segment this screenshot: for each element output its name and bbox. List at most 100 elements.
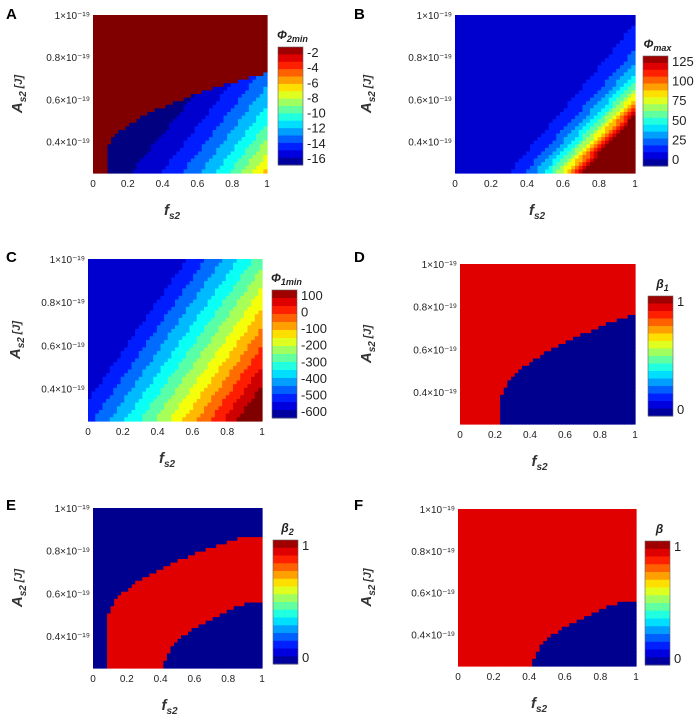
heatmap-cell xyxy=(597,25,602,30)
heatmap-cell xyxy=(511,115,516,120)
heatmap-cell xyxy=(526,47,531,52)
heatmap-cell xyxy=(98,325,104,330)
heatmap-cell xyxy=(473,36,479,41)
heatmap-cell xyxy=(627,32,632,38)
heatmap-cell xyxy=(234,137,239,142)
heatmap-cell xyxy=(526,137,531,142)
heatmap-cell xyxy=(552,147,557,153)
heatmap-cell xyxy=(129,18,134,23)
heatmap-cell xyxy=(165,50,170,56)
heatmap-cell xyxy=(114,32,119,38)
heatmap-cell xyxy=(259,83,264,88)
heatmap-cell xyxy=(473,158,479,163)
heatmap-cell xyxy=(462,18,467,23)
heatmap-cell xyxy=(616,54,621,59)
heatmap-cell xyxy=(627,65,632,70)
heatmap-cell xyxy=(117,365,122,371)
heatmap-cell xyxy=(605,104,610,109)
heatmap-cell xyxy=(120,402,125,407)
heatmap-cell xyxy=(209,133,214,138)
heatmap-cell xyxy=(183,76,188,81)
heatmap-cell xyxy=(201,68,206,74)
heatmap-cell xyxy=(477,162,482,167)
heatmap-cell xyxy=(219,65,225,70)
colorbar-tick-label: -4 xyxy=(307,60,319,75)
heatmap-cell xyxy=(263,15,268,20)
heatmap-cell xyxy=(201,133,206,138)
heatmap-cell xyxy=(88,284,93,290)
heatmap-cell xyxy=(582,133,587,138)
heatmap-cell xyxy=(567,79,572,84)
heatmap-cell xyxy=(526,50,531,56)
heatmap-cell xyxy=(612,169,617,174)
heatmap-cell xyxy=(477,32,482,38)
heatmap-cell xyxy=(125,43,130,48)
heatmap-cell xyxy=(190,58,196,63)
heatmap-cell xyxy=(259,43,264,48)
heatmap-cell xyxy=(485,126,490,131)
heatmap-cell xyxy=(485,144,490,149)
heatmap-cell xyxy=(556,36,561,41)
heatmap-cell xyxy=(556,22,561,27)
heatmap-cell xyxy=(129,104,134,109)
heatmap-cell xyxy=(488,47,494,52)
heatmap-cell xyxy=(541,22,546,27)
heatmap-cell xyxy=(488,129,494,135)
heatmap-cell xyxy=(98,284,104,290)
heatmap-cell xyxy=(526,119,531,124)
heatmap-cell xyxy=(241,90,246,95)
colorbar-segment xyxy=(278,135,303,144)
heatmap-cell xyxy=(96,151,101,156)
heatmap-cell xyxy=(114,101,119,106)
heatmap-cell xyxy=(575,29,580,34)
heatmap-cell xyxy=(102,299,107,304)
heatmap-cell xyxy=(194,155,199,160)
heatmap-cell xyxy=(96,18,101,23)
heatmap-cell xyxy=(556,83,561,88)
heatmap-cell xyxy=(96,36,101,41)
heatmap-cell xyxy=(533,22,539,27)
heatmap-cell xyxy=(209,147,214,153)
heatmap-cell xyxy=(500,162,505,167)
heatmap-cell xyxy=(122,137,127,142)
heatmap-cell xyxy=(567,43,572,48)
heatmap-cell xyxy=(627,68,632,74)
colorbar-segment xyxy=(278,113,303,122)
heatmap-cell xyxy=(530,104,535,109)
heatmap-cell xyxy=(245,137,250,142)
heatmap-cell xyxy=(537,61,542,66)
heatmap-cell xyxy=(620,137,625,142)
heatmap-cell xyxy=(458,90,464,95)
heatmap-cell xyxy=(223,54,228,59)
heatmap-cell xyxy=(216,76,221,81)
heatmap-cell xyxy=(252,47,257,52)
heatmap-cell xyxy=(492,83,497,88)
heatmap-cell xyxy=(481,18,486,23)
heatmap-cell xyxy=(541,76,546,81)
heatmap-cell xyxy=(477,79,482,84)
heatmap-cell xyxy=(537,47,542,52)
heatmap-cell xyxy=(227,83,232,88)
heatmap-cell xyxy=(590,94,595,99)
heatmap-cell xyxy=(117,270,122,275)
heatmap-cell xyxy=(151,25,156,30)
heatmap-cell xyxy=(578,158,584,163)
heatmap-cell xyxy=(492,151,497,156)
heatmap-cell xyxy=(176,94,181,99)
heatmap-cell xyxy=(458,101,464,106)
heatmap-cell xyxy=(147,104,152,109)
heatmap-cell xyxy=(154,32,159,38)
heatmap-cell xyxy=(109,362,114,367)
heatmap-cell xyxy=(117,328,122,334)
heatmap-cell xyxy=(120,303,125,308)
heatmap-cell xyxy=(256,83,261,88)
heatmap-cell xyxy=(151,83,156,88)
heatmap-cell xyxy=(109,328,114,334)
heatmap-cell xyxy=(95,398,100,404)
heatmap-cell xyxy=(590,22,595,27)
heatmap-cell xyxy=(477,137,482,142)
heatmap-cell xyxy=(95,270,100,275)
heatmap-cell xyxy=(223,43,228,48)
heatmap-cell xyxy=(205,108,210,113)
heatmap-cell xyxy=(230,101,235,106)
